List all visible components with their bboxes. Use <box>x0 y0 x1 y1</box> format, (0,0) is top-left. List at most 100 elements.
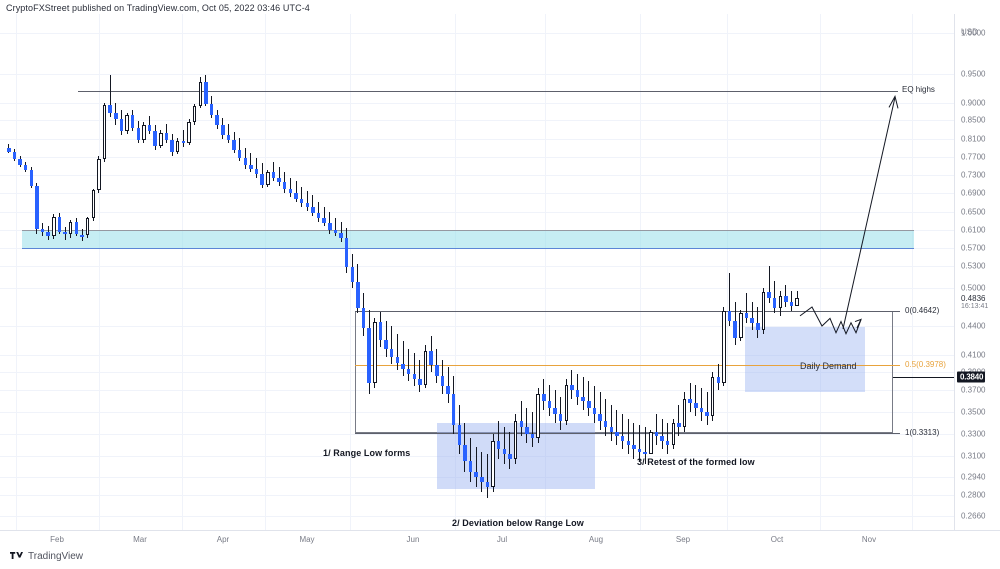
candle-body <box>491 440 495 488</box>
candle-body <box>592 407 597 415</box>
candle-wick <box>509 431 511 470</box>
daily-demand-box-rect[interactable] <box>745 327 865 393</box>
price-tick-label: 0.6900 <box>961 188 986 198</box>
price-tick-label: 0.5700 <box>961 243 986 253</box>
candle-body <box>288 189 293 193</box>
candle-wick <box>706 392 708 426</box>
candle-wick <box>486 453 488 498</box>
candle-body <box>254 168 259 175</box>
candle-wick <box>520 401 522 437</box>
candle-wick <box>250 153 252 173</box>
candle-body <box>598 414 602 421</box>
candle-body <box>581 396 585 401</box>
candle-body <box>114 112 118 120</box>
candle-wick <box>239 138 241 162</box>
time-tick-label: Oct <box>770 535 784 544</box>
candle-body <box>406 368 411 374</box>
price-tick-label: 0.9000 <box>961 98 986 108</box>
candle-body <box>688 398 692 404</box>
current-bar-countdown: 16:13:41 <box>961 303 989 311</box>
price-tick-label: 0.9500 <box>961 69 986 79</box>
candle-body <box>508 453 512 459</box>
candle-wick <box>678 405 680 437</box>
candle-body <box>249 165 253 169</box>
candle-wick <box>588 381 590 417</box>
candle-body <box>232 139 236 150</box>
time-tick-label: Apr <box>216 535 230 544</box>
fib-level-05-line[interactable] <box>355 365 900 367</box>
price-scale[interactable]: USD 1.0000 0.9500 0.9000 0.8500 0.8100 0.7700 0… <box>954 14 1000 530</box>
candle-wick <box>391 326 393 364</box>
candle-body <box>294 193 298 199</box>
candle-body <box>542 394 546 401</box>
vertical-gridline <box>182 14 183 530</box>
candle-body <box>502 449 507 454</box>
horizontal-gridline <box>0 175 954 176</box>
candle-wick <box>481 451 483 493</box>
candle-body <box>435 365 439 376</box>
current-price-value: 0.4836 <box>961 294 986 304</box>
time-tick-label: Nov <box>861 535 877 544</box>
candle-body <box>322 218 326 223</box>
candle-body <box>682 398 687 428</box>
candle-body <box>305 203 309 208</box>
price-tick-label: 0.3500 <box>961 407 986 417</box>
candle-wick <box>655 414 657 445</box>
candle-body <box>226 135 231 140</box>
vertical-gridline <box>265 14 266 530</box>
candle-wick <box>470 438 472 483</box>
price-tick-label: 0.2940 <box>961 472 986 482</box>
candle-body <box>7 148 11 152</box>
fib-level-0-line[interactable] <box>355 310 900 312</box>
candle-body <box>525 427 529 434</box>
candle-wick <box>109 75 111 117</box>
candle-wick <box>791 290 793 311</box>
candle-body <box>401 363 405 369</box>
candle-body <box>29 169 34 186</box>
horizontal-gridline <box>0 288 954 289</box>
candle-body <box>69 221 73 235</box>
eq-highs-line[interactable] <box>78 91 898 93</box>
candle-wick <box>593 386 595 423</box>
candle-body <box>575 390 580 397</box>
candle-body <box>699 407 704 412</box>
candle-body <box>440 375 445 387</box>
time-scale[interactable]: Feb Mar Apr May Jun Jul Aug Sep Oct Nov <box>0 530 1000 550</box>
candle-body <box>130 115 135 128</box>
candle-wick <box>571 370 573 399</box>
candle-wick <box>340 221 342 242</box>
candle-body <box>204 82 208 104</box>
candle-body <box>722 310 726 383</box>
price-tick-label: 0.8500 <box>961 115 986 125</box>
candle-body <box>677 423 681 428</box>
candle-wick <box>498 420 500 459</box>
candle-body <box>694 403 698 408</box>
price-tick-label: 0.2660 <box>961 511 986 521</box>
chart-plot-area[interactable]: 0(0.4642) 0.5(0.3978) 1(0.3313) EQ highs 1/ … <box>0 14 954 530</box>
fib-level-label: 0.5(0.3978) <box>905 360 946 370</box>
supply-zone-rect[interactable] <box>22 230 914 249</box>
eq-highs-label: EQ highs <box>902 85 935 95</box>
price-tick-label: 0.3300 <box>961 429 986 439</box>
candle-body <box>221 124 225 136</box>
candle-body <box>496 440 501 450</box>
candle-body <box>159 133 163 147</box>
candle-wick <box>548 384 550 417</box>
candle-body <box>451 394 456 426</box>
candle-body <box>153 131 157 147</box>
fib-level-1-line[interactable] <box>355 432 900 434</box>
candle-wick <box>312 194 314 217</box>
price-tick-label: 0.7300 <box>961 170 986 180</box>
last-price-leader-line <box>893 377 954 379</box>
candle-wick <box>639 425 640 462</box>
horizontal-gridline <box>0 266 954 267</box>
time-tick-label: Sep <box>675 535 691 544</box>
candle-body <box>271 172 276 178</box>
candle-wick <box>385 320 387 357</box>
candle-wick <box>419 360 421 393</box>
candle-body <box>570 384 574 390</box>
candle-body <box>547 401 552 408</box>
candle-body <box>40 229 45 232</box>
candle-wick <box>532 412 534 448</box>
candle-body <box>142 124 146 140</box>
